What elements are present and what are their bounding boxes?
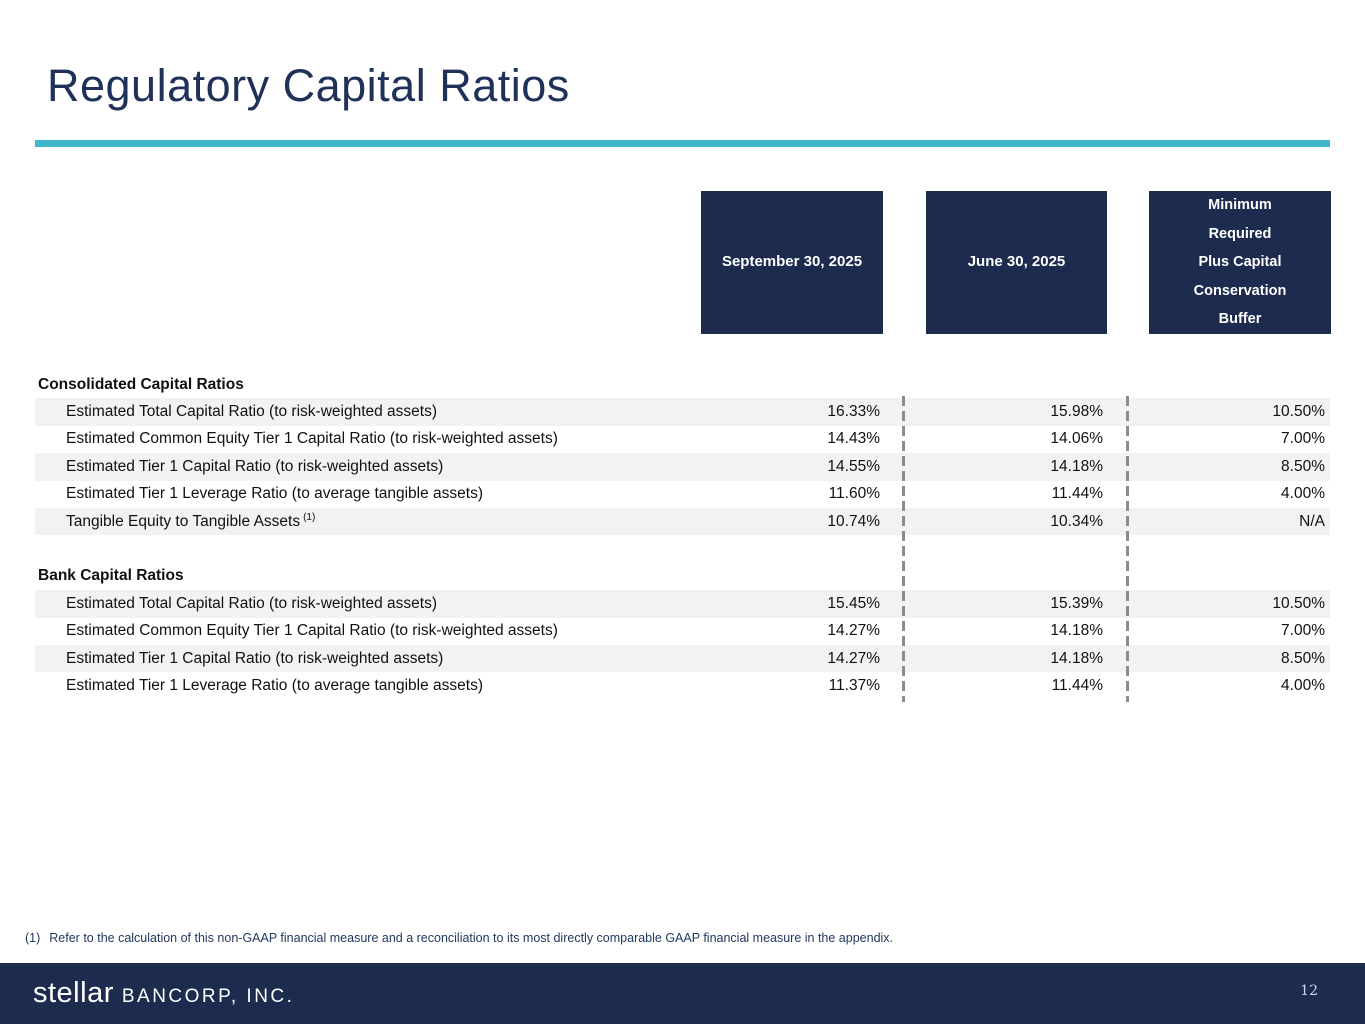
brand-logo: stellar BANCORP, INC. [33, 977, 294, 1010]
section-header-consolidated: Consolidated Capital Ratios [38, 375, 244, 393]
row-value-sep30: 10.74% [827, 512, 880, 530]
dashed-column-separator [1126, 396, 1129, 702]
row-value-minimum: 10.50% [1272, 403, 1325, 421]
row-value-sep30: 14.55% [827, 457, 880, 475]
row-value-jun30: 11.44% [1051, 485, 1103, 503]
row-value-minimum: 8.50% [1281, 457, 1325, 475]
table-row: Estimated Common Equity Tier 1 Capital R… [35, 618, 1330, 645]
row-value-sep30: 14.27% [827, 622, 880, 640]
row-label: Estimated Tier 1 Capital Ratio (to risk-… [66, 649, 444, 667]
row-value-minimum: N/A [1299, 512, 1325, 530]
row-label-text: Tangible Equity to Tangible Assets [66, 513, 301, 531]
row-value-jun30: 10.34% [1050, 512, 1103, 530]
table-row: Estimated Tier 1 Leverage Ratio (to aver… [35, 481, 1330, 508]
row-value-sep30: 15.45% [827, 594, 880, 612]
brand-logo-stellar: stellar [33, 977, 114, 1009]
row-label: Estimated Tier 1 Capital Ratio (to risk-… [66, 457, 444, 475]
row-value-minimum: 10.50% [1272, 594, 1325, 612]
row-value-minimum: 4.00% [1281, 485, 1325, 503]
row-value-jun30: 14.18% [1050, 457, 1103, 475]
section-spacer [35, 535, 1330, 562]
row-value-sep30: 14.43% [827, 430, 880, 448]
footnote-reference: (1) [303, 512, 316, 524]
row-value-sep30: 14.27% [827, 649, 880, 667]
row-value-jun30: 14.18% [1050, 649, 1103, 667]
row-value-jun30: 11.44% [1051, 676, 1103, 694]
row-label: Estimated Total Capital Ratio (to risk-w… [66, 403, 438, 421]
column-header-september: September 30, 2025 [701, 191, 883, 334]
footer-bar: stellar BANCORP, INC. 12 [0, 963, 1365, 1024]
row-label: Estimated Common Equity Tier 1 Capital R… [66, 430, 558, 448]
row-value-sep30: 11.60% [828, 485, 880, 503]
accent-divider [35, 140, 1330, 147]
dashed-column-separator [902, 396, 905, 702]
row-value-jun30: 15.98% [1050, 403, 1103, 421]
row-value-minimum: 4.00% [1281, 676, 1325, 694]
row-label: Estimated Common Equity Tier 1 Capital R… [66, 622, 558, 640]
row-value-jun30: 14.18% [1050, 622, 1103, 640]
row-label: Estimated Total Capital Ratio (to risk-w… [66, 594, 438, 612]
table-row: Estimated Total Capital Ratio (to risk-w… [35, 398, 1330, 426]
table-row: Estimated Total Capital Ratio (to risk-w… [35, 590, 1330, 618]
footnote-text: Refer to the calculation of this non-GAA… [49, 931, 894, 945]
row-value-minimum: 8.50% [1281, 649, 1325, 667]
row-value-jun30: 14.06% [1050, 430, 1103, 448]
table-row: Estimated Tier 1 Leverage Ratio (to aver… [35, 672, 1330, 699]
table-row: Estimated Tier 1 Capital Ratio (to risk-… [35, 453, 1330, 481]
row-label: Estimated Tier 1 Leverage Ratio (to aver… [66, 485, 484, 503]
row-value-minimum: 7.00% [1281, 622, 1325, 640]
table-row: Tangible Equity to Tangible Assets (1) 10… [35, 507, 1330, 536]
table-row: Estimated Common Equity Tier 1 Capital R… [35, 426, 1330, 453]
footnote-marker: (1) [25, 931, 41, 945]
page-title: Regulatory Capital Ratios [47, 60, 570, 111]
footnote: (1) Refer to the calculation of this non-… [25, 931, 893, 945]
page-number: 12 [1300, 983, 1318, 999]
table-row: Estimated Tier 1 Capital Ratio (to risk-… [35, 644, 1330, 673]
brand-logo-bancorp: BANCORP, INC. [121, 986, 295, 1007]
row-value-jun30: 15.39% [1050, 594, 1103, 612]
row-value-sep30: 11.37% [828, 676, 880, 694]
row-label: Estimated Tier 1 Leverage Ratio (to aver… [66, 676, 484, 694]
column-header-minimum-required: Minimum Required Plus Capital Conservati… [1149, 191, 1331, 334]
column-header-june: June 30, 2025 [926, 191, 1107, 334]
capital-ratios-table: Consolidated Capital Ratios Estimated To… [35, 371, 1330, 700]
row-value-sep30: 16.33% [827, 403, 880, 421]
section-header-bank: Bank Capital Ratios [38, 567, 184, 585]
row-value-minimum: 7.00% [1281, 430, 1325, 448]
row-label: Tangible Equity to Tangible Assets (1) [35, 512, 670, 531]
